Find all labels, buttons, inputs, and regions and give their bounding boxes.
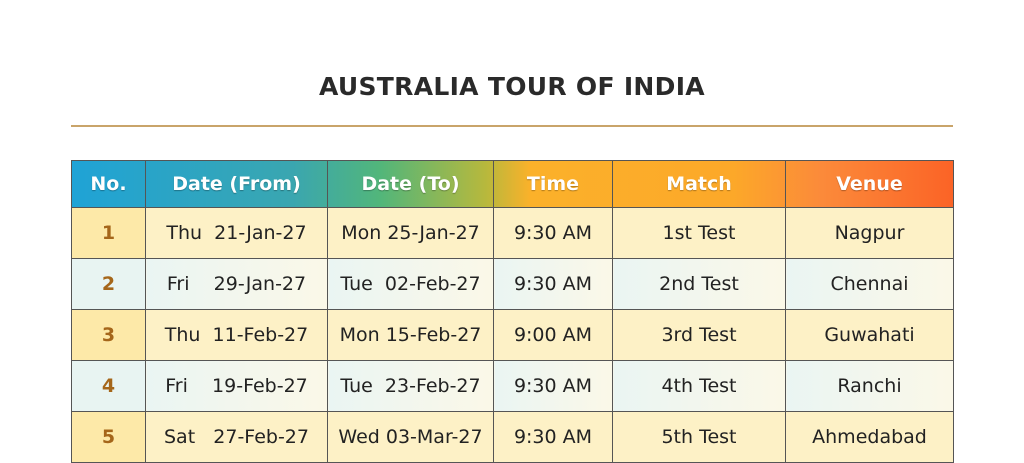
title-divider	[71, 125, 953, 127]
cell-match: 4th Test	[612, 360, 786, 412]
header-venue: Venue	[785, 160, 954, 208]
header-date-to: Date (To)	[327, 160, 494, 208]
cell-no: 2	[71, 258, 146, 310]
table-row: 1 Thu 21-Jan-27 Mon 25-Jan-27 9:30 AM 1st Te…	[71, 207, 954, 259]
cell-time: 9:30 AM	[493, 207, 613, 259]
cell-from: Thu 21-Jan-27	[145, 207, 328, 259]
cell-from: Fri 19-Feb-27	[145, 360, 328, 412]
cell-time: 9:00 AM	[493, 309, 613, 361]
cell-no: 5	[71, 411, 146, 463]
cell-no: 4	[71, 360, 146, 412]
cell-from: Fri 29-Jan-27	[145, 258, 328, 310]
cell-time: 9:30 AM	[493, 258, 613, 310]
cell-venue: Nagpur	[785, 207, 954, 259]
cell-to: Wed 03-Mar-27	[327, 411, 494, 463]
table-header-row: No. Date (From) Date (To) Time Match Ven…	[71, 160, 954, 208]
cell-no: 1	[71, 207, 146, 259]
cell-from: Sat 27-Feb-27	[145, 411, 328, 463]
cell-venue: Ahmedabad	[785, 411, 954, 463]
header-date-from: Date (From)	[145, 160, 328, 208]
cell-venue: Ranchi	[785, 360, 954, 412]
table-row: 5 Sat 27-Feb-27 Wed 03-Mar-27 9:30 AM 5th Te…	[71, 411, 954, 463]
cell-match: 3rd Test	[612, 309, 786, 361]
header-no: No.	[71, 160, 146, 208]
table-row: 4 Fri 19-Feb-27 Tue 23-Feb-27 9:30 AM 4th Te…	[71, 360, 954, 412]
page-title: AUSTRALIA TOUR OF INDIA	[319, 72, 705, 101]
cell-from: Thu 11-Feb-27	[145, 309, 328, 361]
table-row: 3 Thu 11-Feb-27 Mon 15-Feb-27 9:00 AM 3rd Te…	[71, 309, 954, 361]
cell-venue: Chennai	[785, 258, 954, 310]
header-match: Match	[612, 160, 786, 208]
cell-venue: Guwahati	[785, 309, 954, 361]
cell-to: Mon 25-Jan-27	[327, 207, 494, 259]
cell-to: Mon 15-Feb-27	[327, 309, 494, 361]
cell-time: 9:30 AM	[493, 411, 613, 463]
table-row: 2 Fri 29-Jan-27 Tue 02-Feb-27 9:30 AM 2nd Te…	[71, 258, 954, 310]
cell-time: 9:30 AM	[493, 360, 613, 412]
schedule-table: No. Date (From) Date (To) Time Match Ven…	[71, 160, 954, 463]
cell-to: Tue 02-Feb-27	[327, 258, 494, 310]
cell-match: 2nd Test	[612, 258, 786, 310]
cell-no: 3	[71, 309, 146, 361]
cell-to: Tue 23-Feb-27	[327, 360, 494, 412]
cell-match: 5th Test	[612, 411, 786, 463]
cell-match: 1st Test	[612, 207, 786, 259]
header-time: Time	[493, 160, 613, 208]
